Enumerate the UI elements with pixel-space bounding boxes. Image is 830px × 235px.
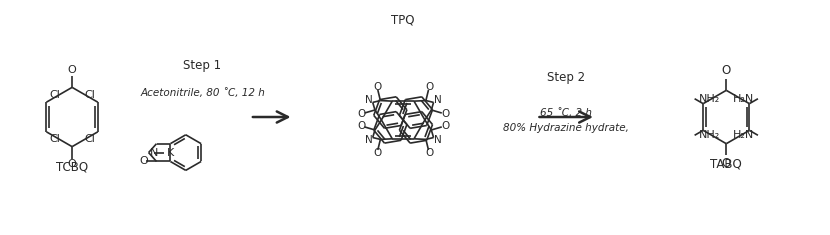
- Text: H₂N: H₂N: [733, 130, 754, 140]
- Text: O: O: [373, 148, 381, 158]
- Text: O: O: [139, 157, 148, 166]
- Text: O: O: [441, 109, 449, 119]
- Text: O: O: [721, 157, 731, 169]
- Text: 80% Hydrazine hydrate,: 80% Hydrazine hydrate,: [503, 123, 629, 133]
- Text: O: O: [373, 82, 381, 92]
- Text: Cl: Cl: [84, 90, 95, 100]
- Text: N: N: [434, 135, 442, 145]
- Text: N: N: [149, 148, 158, 158]
- Text: Step 2: Step 2: [547, 71, 585, 84]
- Text: Cl: Cl: [50, 134, 61, 144]
- Text: K: K: [168, 148, 174, 158]
- Text: TCBQ: TCBQ: [56, 161, 88, 173]
- Text: Cl: Cl: [84, 134, 95, 144]
- Text: O: O: [425, 148, 433, 158]
- Text: Acetonitrile, 80 ˚C, 12 h: Acetonitrile, 80 ˚C, 12 h: [140, 88, 265, 98]
- Text: Step 1: Step 1: [183, 59, 222, 72]
- Text: N: N: [434, 95, 442, 105]
- Text: 65 ˚C, 2 h: 65 ˚C, 2 h: [540, 108, 592, 118]
- Text: O: O: [357, 109, 365, 119]
- Text: O: O: [425, 82, 433, 92]
- Text: Cl: Cl: [50, 90, 61, 100]
- Text: O: O: [68, 65, 76, 74]
- Text: O: O: [441, 121, 449, 131]
- Text: H₂N: H₂N: [733, 94, 754, 104]
- Text: O: O: [721, 64, 731, 78]
- Text: TABQ: TABQ: [710, 157, 742, 171]
- Text: N: N: [364, 135, 373, 145]
- Text: N: N: [364, 95, 373, 105]
- Text: NH₂: NH₂: [699, 130, 720, 140]
- Text: TPQ: TPQ: [392, 13, 415, 26]
- Text: NH₂: NH₂: [699, 94, 720, 104]
- Text: O: O: [68, 160, 76, 169]
- Text: O: O: [357, 121, 365, 131]
